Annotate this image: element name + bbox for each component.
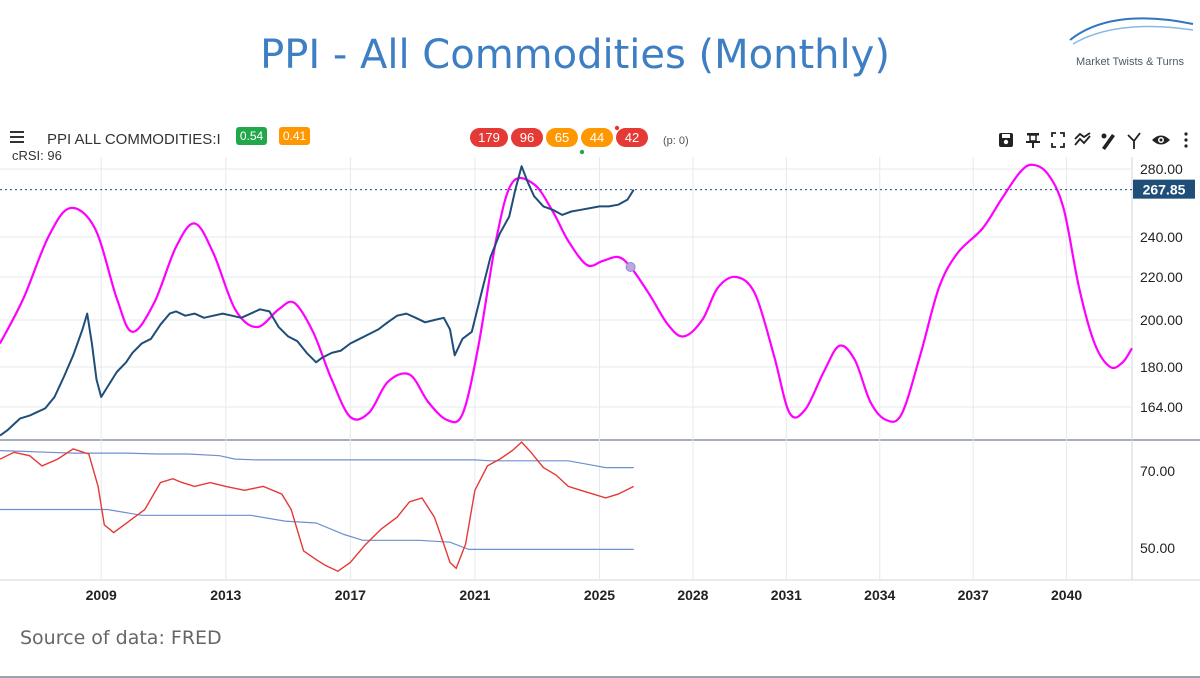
- cycle-badges[interactable]: 179 96 65 44 42: [470, 128, 648, 147]
- pin-icon[interactable]: [1026, 133, 1040, 148]
- cycle-badge[interactable]: [546, 128, 578, 147]
- status-dot-green: [579, 149, 585, 155]
- grid: [0, 157, 1132, 580]
- series-cycle-projection: [0, 163, 1133, 424]
- save-icon[interactable]: [999, 133, 1013, 147]
- crsi-bands: [0, 450, 634, 550]
- series-crsi: [0, 441, 635, 573]
- cycle-badge-label: 179: [478, 130, 500, 145]
- cycle-badge[interactable]: [616, 128, 648, 147]
- y-tick-label: 180.00: [1140, 359, 1183, 375]
- more-options-icon[interactable]: [1184, 132, 1188, 148]
- series-ppi: [0, 165, 635, 437]
- x-tick-label: 2017: [335, 587, 366, 603]
- y-tick-label: 164.00: [1140, 399, 1183, 415]
- projection-marker[interactable]: [625, 262, 636, 272]
- crsi-subtitle: cRSI: 96: [12, 148, 62, 163]
- series-lines: [0, 163, 1133, 573]
- cycle-badge[interactable]: [581, 128, 613, 147]
- fullscreen-icon[interactable]: [1051, 132, 1065, 148]
- drawing-tools-icon[interactable]: [1101, 133, 1116, 151]
- badge-orange: [279, 127, 310, 145]
- logo-text: Market Twists & Turns: [1076, 56, 1184, 68]
- cycle-badge[interactable]: [470, 128, 508, 147]
- status-dot-red: [614, 125, 620, 131]
- y-tick-label: 280.00: [1140, 161, 1183, 177]
- bottom-rule: [0, 676, 1200, 678]
- last-price-box: [1133, 179, 1195, 199]
- logo: [1069, 17, 1194, 45]
- badge-orange-label: 0.41: [283, 129, 307, 143]
- eye-icon[interactable]: [1152, 135, 1170, 145]
- cycle-badge-label: 42: [625, 130, 639, 145]
- y-tick-label: 200.00: [1140, 312, 1183, 328]
- y-tick-label: 220.00: [1140, 269, 1183, 285]
- symbol-label[interactable]: PPI ALL COMMODITIES:I: [47, 131, 221, 148]
- series-crsi-lower-band: [0, 508, 634, 550]
- x-tick-label: 2037: [958, 587, 989, 603]
- y-axis-ticks: 280.00 240.00 220.00 200.00 180.00 164.00 70.0…: [1140, 161, 1183, 556]
- badge-green-label: 0.54: [240, 129, 264, 143]
- x-tick-label: 2040: [1051, 587, 1082, 603]
- cycle-badge-label: 96: [520, 130, 534, 145]
- x-tick-label: 2028: [677, 587, 708, 603]
- y-tick-label: 240.00: [1140, 229, 1183, 245]
- cycle-badge[interactable]: [511, 128, 543, 147]
- crsi-y-tick-label: 50.00: [1140, 540, 1175, 556]
- source-note: Source of data: FRED: [20, 627, 222, 649]
- p-label: (p: 0): [663, 135, 689, 147]
- crsi-y-tick-label: 70.00: [1140, 463, 1175, 479]
- x-axis-ticks: 2009 2013 2017 2021 2025 2028 2031 2034 2037 2040: [86, 587, 1083, 603]
- badge-green: [236, 127, 267, 145]
- chart-svg[interactable]: 280.00 240.00 220.00 200.00 180.00 164.00 70.0…: [0, 117, 1200, 609]
- series-crsi-upper-band: [0, 450, 634, 469]
- x-tick-label: 2009: [86, 587, 117, 603]
- x-tick-label: 2025: [584, 587, 615, 603]
- cycle-badge-label: 44: [590, 130, 604, 145]
- last-price-label: 267.85: [1143, 182, 1186, 198]
- x-tick-label: 2034: [864, 587, 895, 603]
- hamburger-icon[interactable]: [10, 131, 24, 143]
- slide-title: PPI - All Commodities (Monthly): [260, 32, 890, 78]
- chart-frame[interactable]: 280.00 240.00 220.00 200.00 180.00 164.00 70.0…: [0, 117, 1200, 609]
- x-tick-label: 2013: [210, 587, 241, 603]
- compare-icon[interactable]: [1074, 132, 1091, 146]
- x-tick-label: 2021: [459, 587, 490, 603]
- indicator-icon[interactable]: [1127, 132, 1141, 149]
- cycle-badge-label: 65: [555, 130, 569, 145]
- x-tick-label: 2031: [771, 587, 802, 603]
